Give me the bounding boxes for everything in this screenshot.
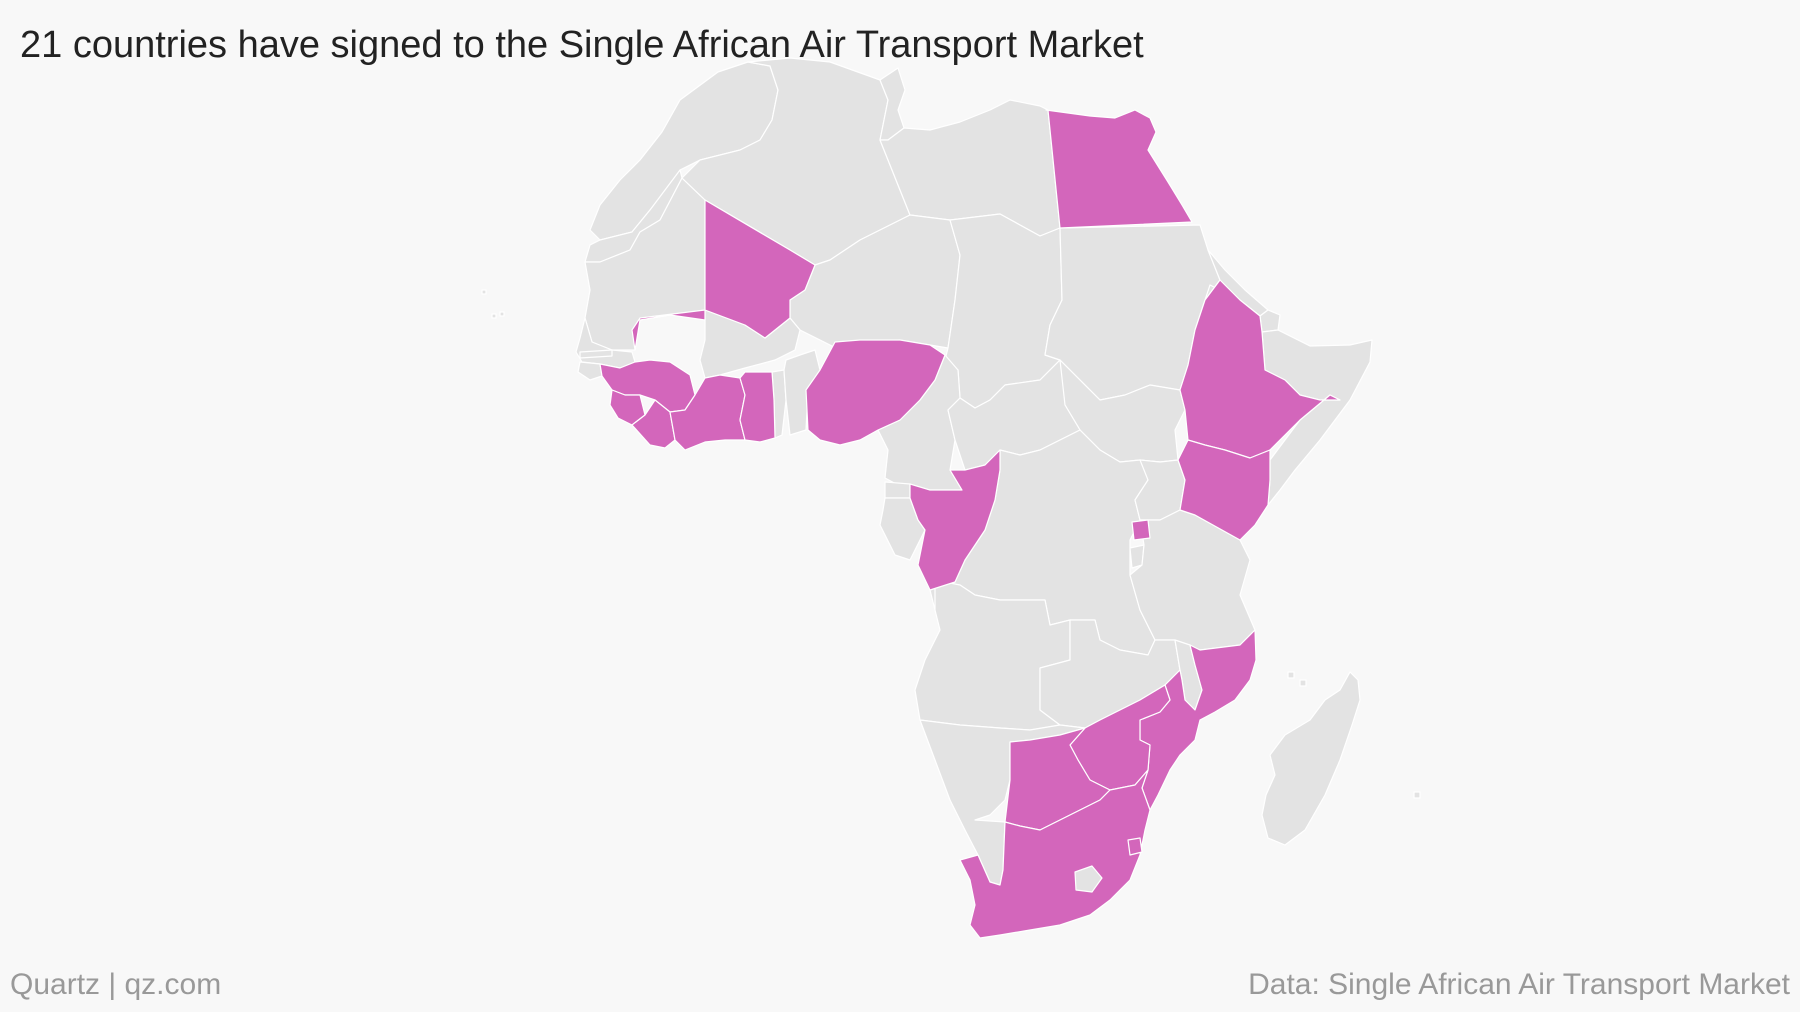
country-kenya [1177,439,1271,541]
country-lesotho [1074,865,1103,893]
country-madagascar [1261,671,1361,846]
country-swaziland [1127,837,1143,856]
country-namibia [919,719,1086,886]
country-rwanda [1131,519,1151,541]
country-south-africa [959,769,1151,939]
country-egypt [1045,109,1193,229]
island-mauritius [1413,791,1421,799]
country-guinea-bissau [577,361,603,381]
chart-title: 21 countries have signed to the Single A… [20,24,1144,66]
non-signed-countries [481,57,1421,886]
country-djibouti [1259,309,1281,333]
country-nigeria [805,339,946,446]
country-republic-of-congo [909,449,1001,591]
islands-cape-verde [481,289,505,319]
signed-countries [599,109,1341,939]
country-equatorial-guinea [884,481,911,499]
country-gambia [579,349,613,359]
islands-comoros [1287,671,1307,687]
country-ethiopia [1179,279,1341,459]
footer-source: Data: Single African Air Transport Marke… [1248,968,1790,1001]
footer-credit: Quartz | qz.com [10,968,222,1001]
country-ghana [739,371,776,443]
country-mali [631,199,816,351]
